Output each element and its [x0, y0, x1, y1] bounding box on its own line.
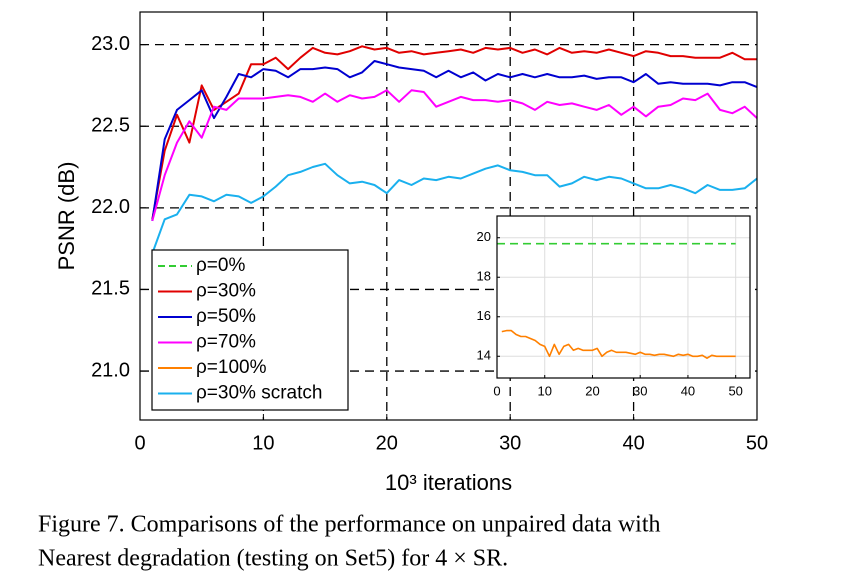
legend-label: ρ=30% scratch — [196, 383, 322, 404]
y-tick-label: 23.0 — [91, 33, 130, 55]
x-tick-label: 10 — [252, 432, 274, 454]
caption-line: Figure 7. Comparisons of the performance… — [38, 512, 661, 538]
plot-frame — [139, 11, 758, 421]
y-tick-label: 18 — [477, 269, 491, 284]
x-tick-label: 30 — [499, 432, 521, 454]
y-tick-label: 20 — [477, 229, 491, 244]
y-tick-label: 22.0 — [91, 196, 130, 218]
x-axis-label: 10³ iterations — [385, 470, 512, 495]
y-tick-label: 16 — [477, 308, 491, 323]
series-line — [151, 89, 758, 222]
plot-frame — [496, 215, 751, 379]
y-tick-label: 14 — [477, 348, 491, 363]
x-tick-label: 20 — [376, 432, 398, 454]
x-tick-label: 0 — [493, 383, 500, 398]
caption-line: Nearest degradation (testing on Set5) fo… — [38, 546, 508, 572]
series-line — [151, 45, 757, 220]
series-line — [501, 329, 736, 360]
legend-label: ρ=100% — [196, 357, 267, 378]
y-tick-label: 22.5 — [91, 115, 130, 137]
series-line — [151, 162, 758, 254]
x-tick-label: 40 — [681, 383, 695, 398]
y-tick-label: 21.5 — [91, 278, 130, 300]
legend-label: ρ=30% — [196, 281, 256, 302]
legend-label: ρ=50% — [196, 306, 256, 327]
x-tick-label: 20 — [585, 383, 599, 398]
legend-label: ρ=70% — [196, 332, 256, 353]
y-axis-label: PSNR (dB) — [54, 162, 79, 271]
x-tick-label: 0 — [134, 432, 145, 454]
series-line — [151, 60, 758, 222]
x-tick-label: 40 — [622, 432, 644, 454]
plot-area — [497, 216, 750, 378]
x-tick-label: 50 — [746, 432, 768, 454]
x-tick-label: 50 — [728, 383, 742, 398]
x-tick-label: 10 — [538, 383, 552, 398]
y-tick-label: 21.0 — [91, 359, 130, 381]
legend-label: ρ=0% — [196, 255, 245, 276]
legend-box — [151, 249, 349, 411]
x-tick-label: 30 — [633, 383, 647, 398]
